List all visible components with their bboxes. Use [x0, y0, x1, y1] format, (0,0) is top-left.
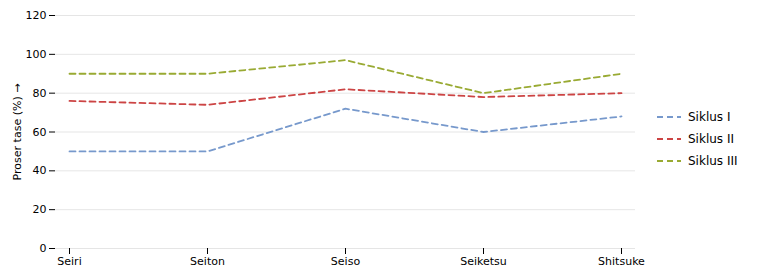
svg-text:Seiso: Seiso: [331, 255, 361, 268]
html-text:Siklus I: Siklus I: [688, 110, 731, 124]
svg-text:Seiri: Seiri: [57, 255, 81, 268]
svg-text:Seiketsu: Seiketsu: [460, 255, 507, 268]
svg-text:Shitsuke: Shitsuke: [598, 255, 645, 268]
svg-text:0: 0: [40, 242, 47, 255]
html-text:Siklus II: Siklus II: [688, 132, 734, 146]
svg-text:60: 60: [33, 126, 47, 139]
svg-text:100: 100: [26, 48, 47, 61]
svg-text:80: 80: [33, 87, 47, 100]
svg-text:Seiton: Seiton: [190, 255, 225, 268]
svg-text:Proser tase (%) →: Proser tase (%) →: [11, 84, 24, 181]
svg-text:40: 40: [33, 164, 47, 177]
html-text:Siklus III: Siklus III: [688, 154, 738, 168]
svg-text:120: 120: [26, 9, 47, 22]
svg-text:20: 20: [33, 203, 47, 216]
